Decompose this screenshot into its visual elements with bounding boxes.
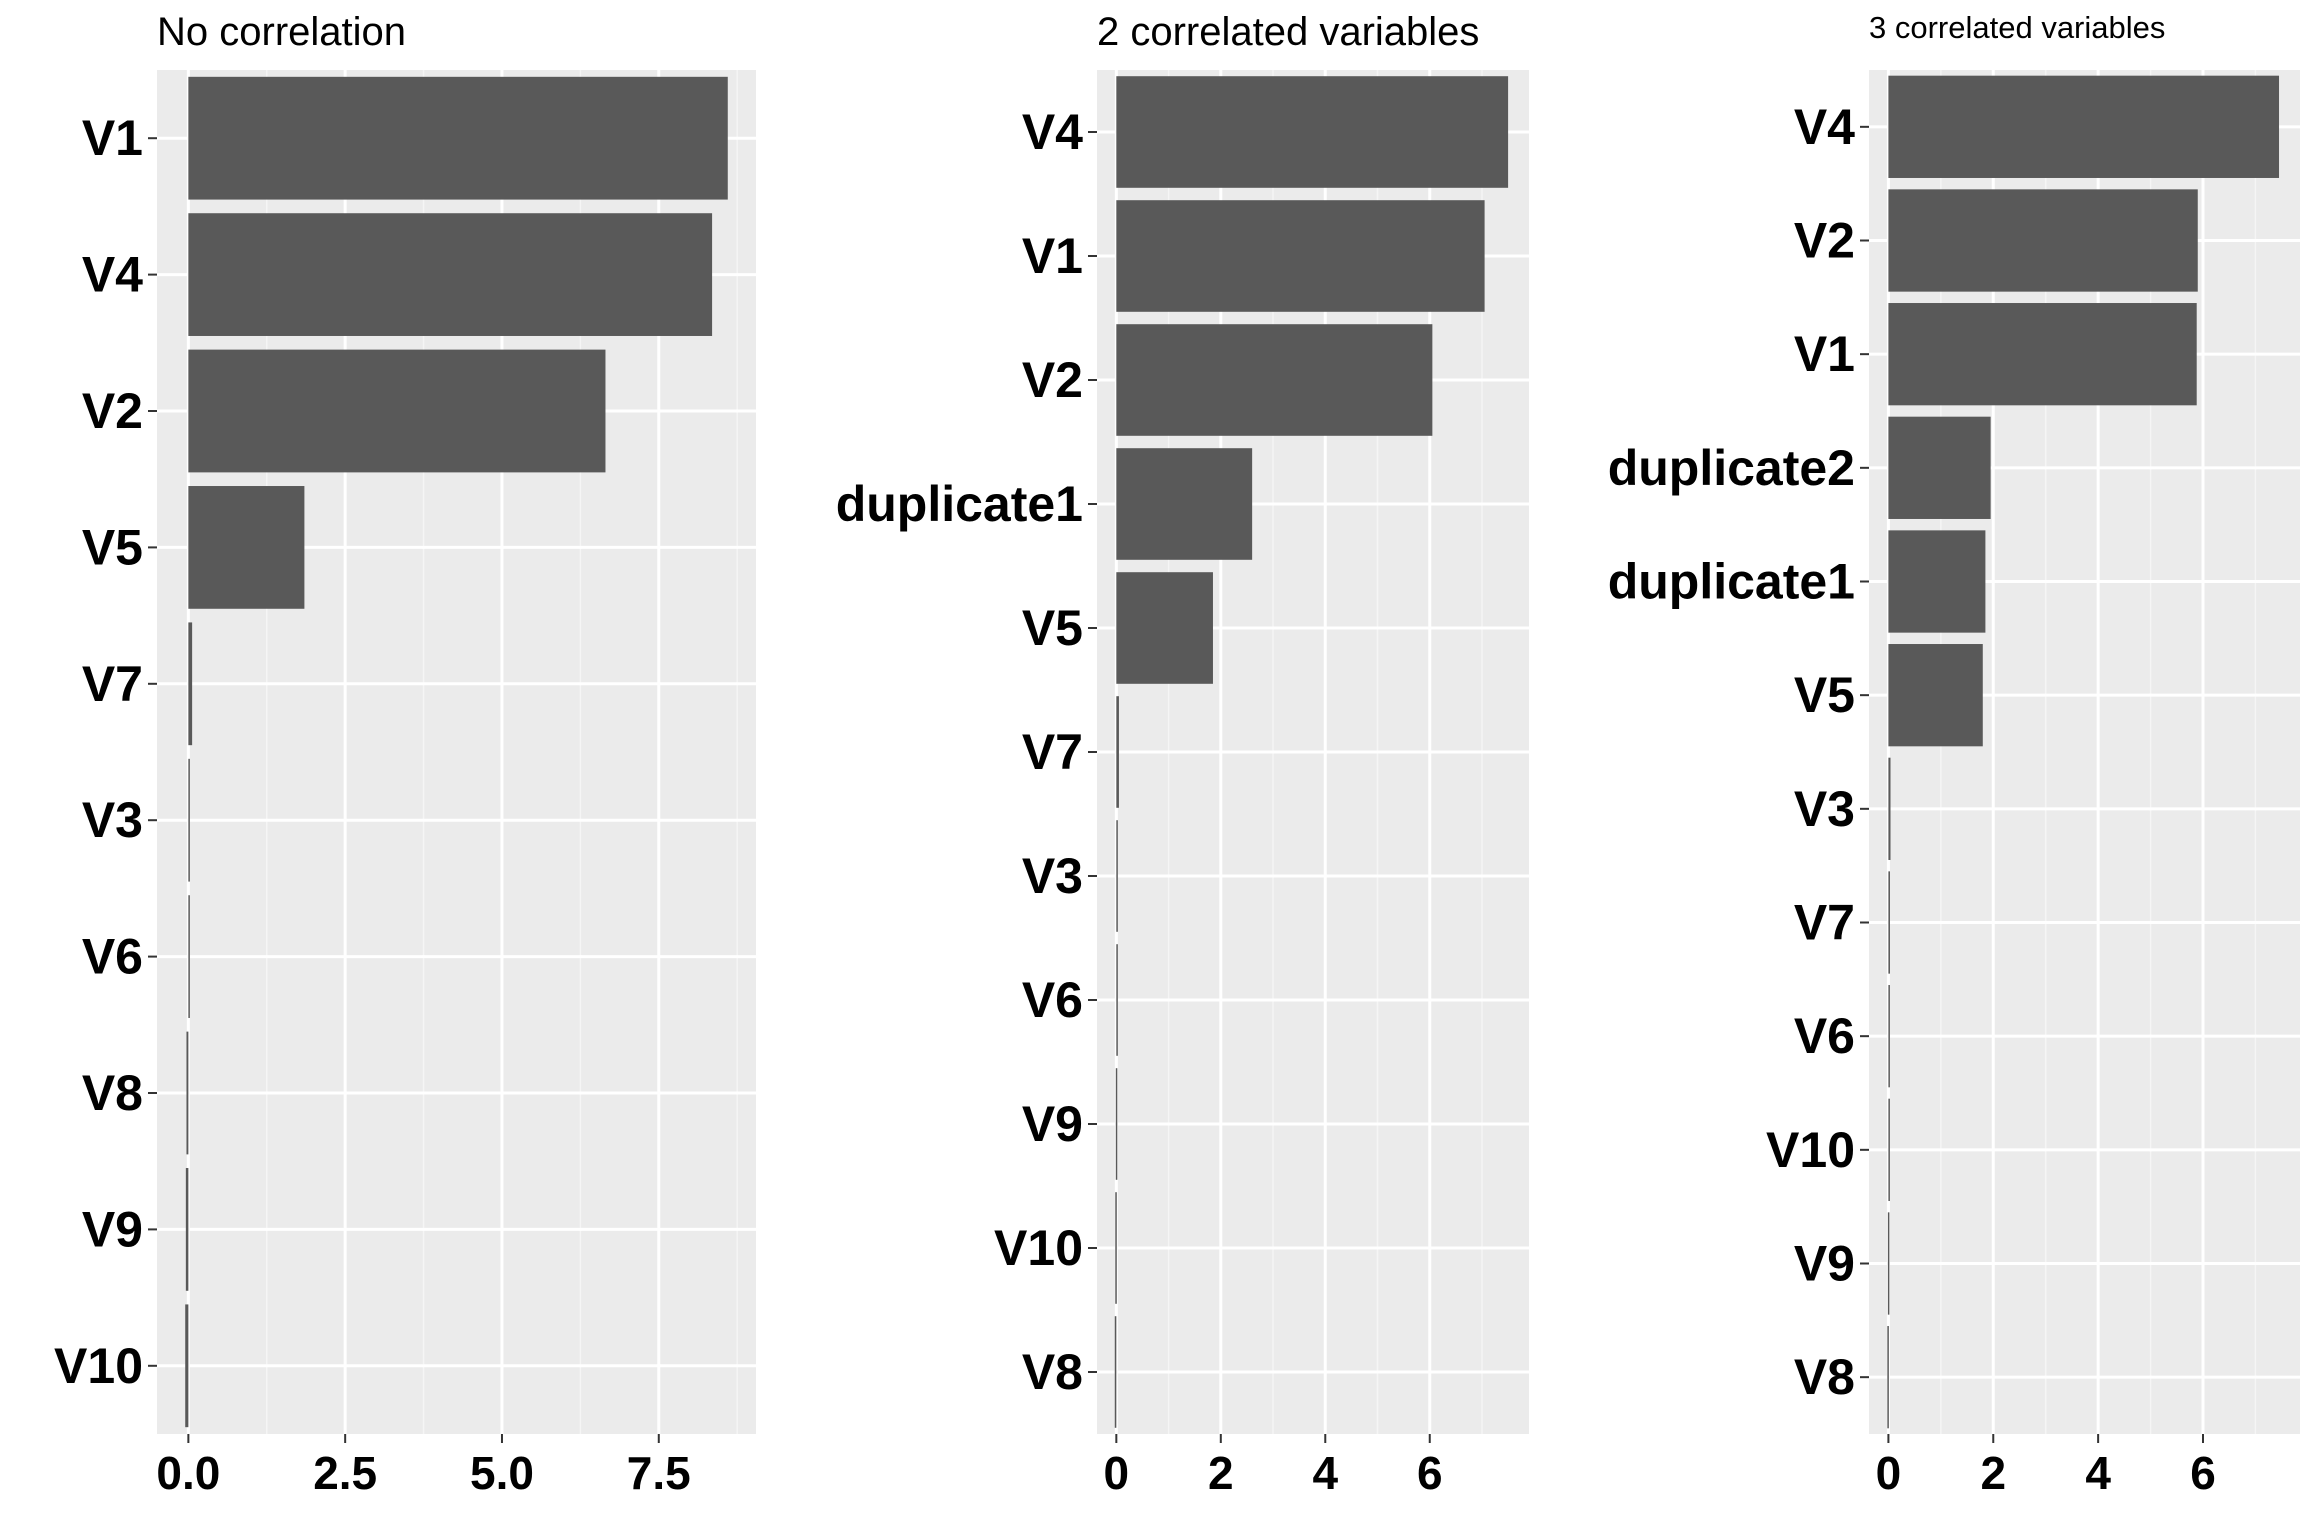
bar-V1 xyxy=(1888,303,2197,406)
category-label: V7 xyxy=(1794,895,1855,951)
bar-V3 xyxy=(1888,757,1891,860)
bar-V7 xyxy=(1888,871,1890,974)
category-label: V2 xyxy=(82,383,143,439)
x-tick-label: 6 xyxy=(1417,1447,1443,1499)
x-tick-label: 0.0 xyxy=(156,1447,220,1499)
category-label: V5 xyxy=(82,519,143,575)
x-tick-label: 5.0 xyxy=(470,1447,534,1499)
category-label: V4 xyxy=(1022,104,1083,160)
bar-duplicate1 xyxy=(1888,530,1986,633)
category-label: duplicate1 xyxy=(836,476,1083,532)
category-label: V9 xyxy=(1794,1236,1855,1292)
bar-V6 xyxy=(1116,944,1118,1056)
bar-V1 xyxy=(188,76,728,200)
category-label: V10 xyxy=(994,1220,1083,1276)
bar-V9 xyxy=(1887,1212,1890,1315)
category-label: V9 xyxy=(82,1201,143,1257)
category-label: V10 xyxy=(1766,1122,1855,1178)
category-label: V8 xyxy=(1022,1344,1083,1400)
bar-duplicate1 xyxy=(1116,448,1253,560)
bar-V10 xyxy=(1888,1098,1890,1201)
bar-V8 xyxy=(1887,1326,1889,1429)
bar-V8 xyxy=(1114,1316,1117,1428)
chart-panel-1: V1 V4 V2 V5 V7 V3 V6 V8 V9 V10 0.0 2.5 5.0 7.5 No corr… xyxy=(54,10,756,1499)
panel-title: 3 correlated variables xyxy=(1869,10,2165,45)
bar-V10 xyxy=(185,1304,189,1428)
bar-V5 xyxy=(1116,572,1213,684)
category-label: V7 xyxy=(82,656,143,712)
category-label: V6 xyxy=(82,929,143,985)
x-tick-label: 6 xyxy=(2190,1447,2216,1499)
bar-V6 xyxy=(1888,985,1890,1088)
bar-duplicate2 xyxy=(1888,416,1991,519)
x-tick-label: 0 xyxy=(1876,1447,1902,1499)
category-label: V8 xyxy=(1794,1349,1855,1405)
bar-V1 xyxy=(1116,200,1485,312)
category-label: V1 xyxy=(1794,326,1855,382)
bar-V8 xyxy=(186,1031,189,1155)
bar-V2 xyxy=(188,349,606,473)
x-tick-label: 4 xyxy=(1312,1447,1338,1499)
bar-V4 xyxy=(1116,76,1509,188)
category-label: V5 xyxy=(1794,667,1855,723)
bar-V5 xyxy=(1888,644,1983,747)
category-label: V1 xyxy=(1022,228,1083,284)
x-tick-label: 2.5 xyxy=(313,1447,377,1499)
x-tick-label: 2 xyxy=(1980,1447,2006,1499)
bar-V6 xyxy=(188,895,190,1018)
category-label: V6 xyxy=(1794,1008,1855,1064)
bar-V5 xyxy=(188,486,305,609)
category-label: V9 xyxy=(1022,1096,1083,1152)
bar-V2 xyxy=(1888,189,2198,292)
bar-V9 xyxy=(185,1168,189,1291)
bar-V7 xyxy=(188,622,193,746)
panel-title: 2 correlated variables xyxy=(1097,10,1479,54)
category-label: V4 xyxy=(1794,99,1855,155)
bar-V4 xyxy=(1888,75,2280,178)
bar-V9 xyxy=(1115,1068,1118,1180)
bar-V7 xyxy=(1116,696,1119,808)
category-label: V3 xyxy=(82,792,143,848)
category-label: V1 xyxy=(82,110,143,166)
x-tick-label: 2 xyxy=(1208,1447,1234,1499)
x-tick-label: 0 xyxy=(1104,1447,1130,1499)
chart-panel-3: V4 V2 V1 duplicate2 duplicate1 V5 V3 V7 V6 V10 V9 V… xyxy=(1608,10,2300,1499)
bar-V10 xyxy=(1115,1192,1117,1304)
x-tick-label: 7.5 xyxy=(627,1447,691,1499)
category-label: duplicate2 xyxy=(1608,440,1855,496)
bar-V2 xyxy=(1116,324,1433,436)
bar-V4 xyxy=(188,213,713,336)
bar-V3 xyxy=(1116,820,1118,932)
category-label: V3 xyxy=(1794,781,1855,837)
category-label: V10 xyxy=(54,1338,143,1394)
category-label: V2 xyxy=(1022,352,1083,408)
category-label: V3 xyxy=(1022,848,1083,904)
chart-panel-2: V4 V1 V2 duplicate1 V5 V7 V3 V6 V9 V10 V8 0 2 4 6 2 cor… xyxy=(836,10,1529,1499)
x-tick-label: 4 xyxy=(2085,1447,2111,1499)
panel-title: No correlation xyxy=(157,10,406,54)
category-label: V6 xyxy=(1022,972,1083,1028)
category-label: V2 xyxy=(1794,213,1855,269)
bar-V3 xyxy=(188,758,190,882)
category-label: duplicate1 xyxy=(1608,554,1855,610)
category-label: V8 xyxy=(82,1065,143,1121)
category-label: V7 xyxy=(1022,724,1083,780)
category-label: V4 xyxy=(82,247,143,303)
category-label: V5 xyxy=(1022,600,1083,656)
